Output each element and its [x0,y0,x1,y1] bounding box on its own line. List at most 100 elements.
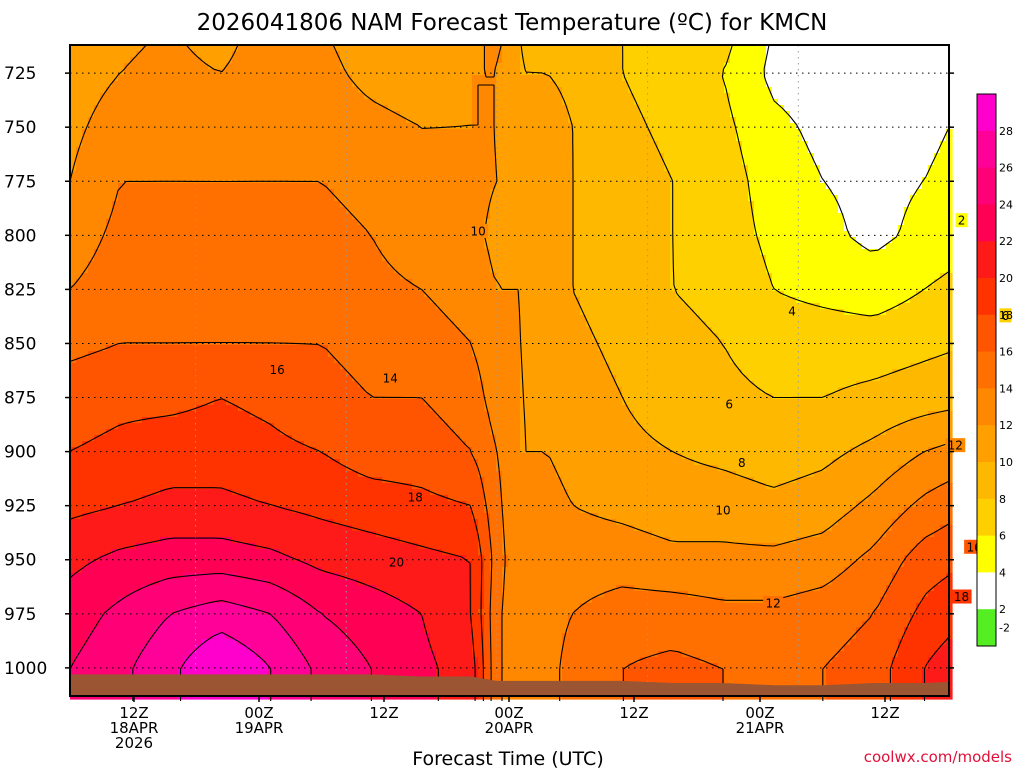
temperature-cell [514,93,521,100]
temperature-cell [676,237,683,244]
temperature-cell [922,129,929,136]
temperature-cell [490,105,497,112]
temperature-cell [880,123,887,130]
temperature-cell [226,213,233,220]
temperature-cell [652,243,659,250]
temperature-cell [256,219,263,226]
temperature-cell [760,243,767,250]
temperature-cell [544,111,551,118]
temperature-cell [268,123,275,130]
temperature-cell [922,195,929,202]
temperature-cell [892,231,899,238]
temperature-cell [622,201,629,208]
temperature-cell [154,141,161,148]
temperature-cell [268,141,275,148]
temperature-cell [298,117,305,124]
temperature-cell [574,87,581,94]
temperature-cell [778,129,785,136]
temperature-cell [472,153,479,160]
temperature-cell [310,129,317,136]
temperature-cell [550,219,557,226]
temperature-cell [874,87,881,94]
temperature-cell [748,129,755,136]
temperature-cell [616,129,623,136]
temperature-cell [700,123,707,130]
temperature-cell [940,153,947,160]
temperature-cell [202,45,209,52]
temperature-cell [682,189,689,196]
temperature-cell [862,99,869,106]
temperature-cell [166,57,173,64]
temperature-cell [406,45,413,52]
temperature-cell [550,159,557,166]
temperature-cell [628,201,635,208]
temperature-cell [610,135,617,142]
temperature-cell [382,117,389,124]
temperature-cell [388,81,395,88]
temperature-cell [472,123,479,130]
temperature-cell [496,237,503,244]
temperature-cell [382,51,389,58]
temperature-cell [100,165,107,172]
temperature-cell [118,93,125,100]
temperature-cell [712,243,719,250]
temperature-cell [934,159,941,166]
temperature-cell [460,165,467,172]
temperature-cell [154,99,161,106]
temperature-cell [220,183,227,190]
temperature-cell [550,93,557,100]
temperature-cell [856,45,863,52]
temperature-cell [136,243,143,250]
temperature-cell [922,225,929,232]
temperature-cell [784,51,791,58]
temperature-cell [760,237,767,244]
temperature-cell [538,177,545,184]
temperature-cell [574,207,581,214]
temperature-cell [868,105,875,112]
temperature-cell [232,75,239,82]
temperature-cell [760,81,767,88]
temperature-cell [220,171,227,178]
temperature-cell [640,207,647,214]
temperature-cell [448,147,455,154]
temperature-cell [250,63,257,70]
temperature-cell [310,237,317,244]
temperature-cell [394,183,401,190]
temperature-cell [418,201,425,208]
temperature-cell [280,243,287,250]
temperature-cell [784,165,791,172]
temperature-cell [280,183,287,190]
temperature-cell [268,207,275,214]
temperature-cell [190,135,197,142]
temperature-cell [634,195,641,202]
temperature-cell [226,117,233,124]
temperature-cell [484,165,491,172]
temperature-cell [754,177,761,184]
temperature-cell [298,57,305,64]
temperature-cell [544,177,551,184]
temperature-cell [352,165,359,172]
temperature-cell [850,93,857,100]
temperature-cell [196,147,203,154]
temperature-cell [790,237,797,244]
temperature-cell [562,159,569,166]
temperature-cell [502,129,509,136]
temperature-cell [226,237,233,244]
temperature-cell [856,219,863,226]
temperature-cell [562,237,569,244]
temperature-cell [262,57,269,64]
temperature-cell [94,207,101,214]
temperature-cell [844,141,851,148]
temperature-cell [556,147,563,154]
temperature-cell [562,135,569,142]
temperature-cell [214,207,221,214]
temperature-cell [478,165,485,172]
temperature-cell [712,105,719,112]
temperature-cell [292,123,299,130]
temperature-cell [742,189,749,196]
temperature-cell [892,63,899,70]
temperature-cell [568,51,575,58]
temperature-cell [400,153,407,160]
temperature-cell [766,159,773,166]
temperature-cell [814,51,821,58]
